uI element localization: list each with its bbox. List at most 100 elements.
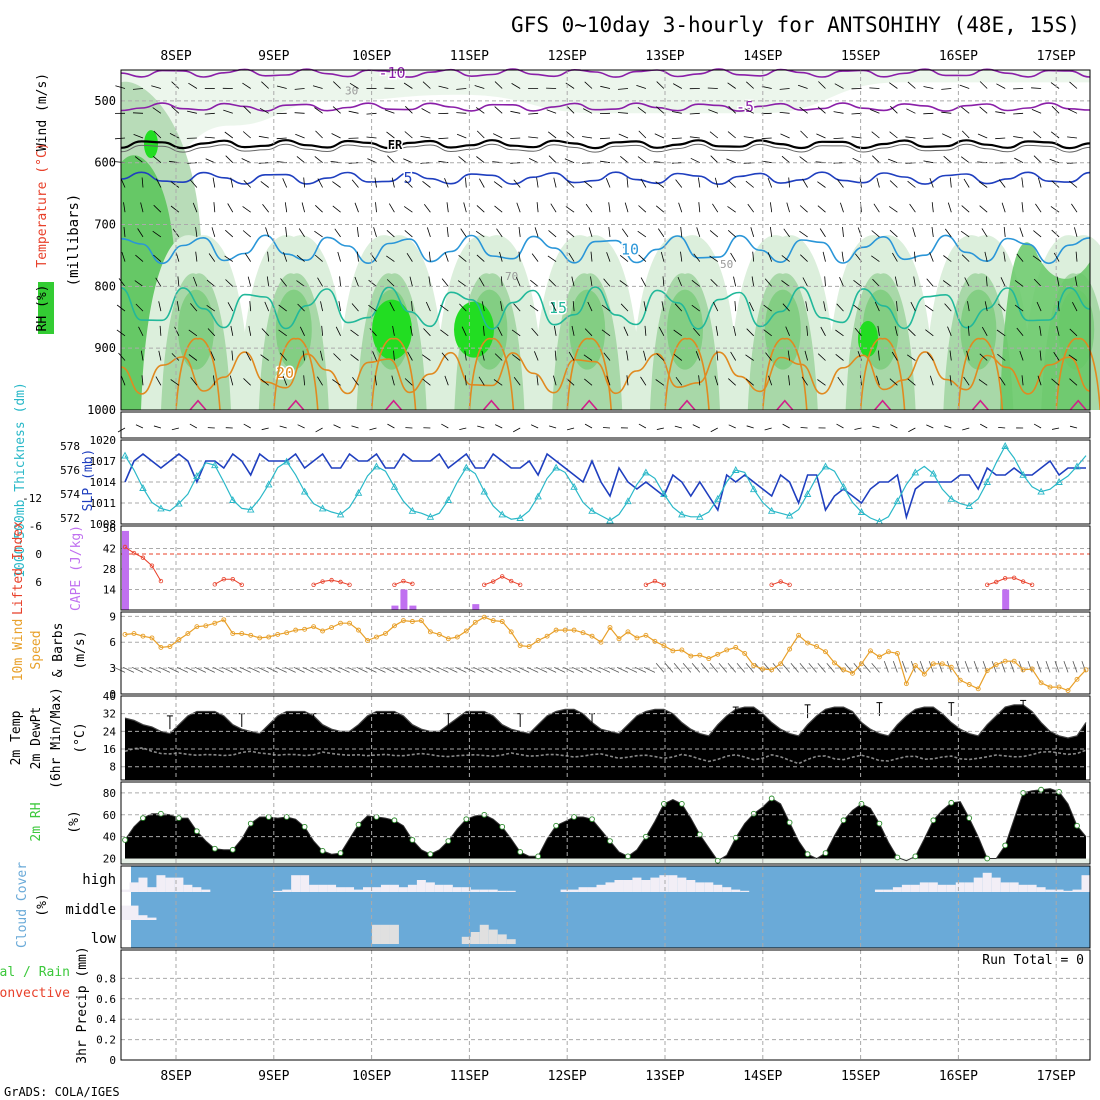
cape-tick-label: 42 xyxy=(103,543,116,556)
lifted-index-marker xyxy=(652,578,658,584)
upper-wind-barb xyxy=(1019,227,1024,238)
pressure-axis-label: (millibars) xyxy=(66,194,82,287)
cloud-high-bar xyxy=(973,877,983,892)
upper-wind-barb xyxy=(1056,326,1060,336)
upper-wind-barb xyxy=(743,136,754,139)
cape-bar xyxy=(400,589,408,610)
upper-wind-barb xyxy=(225,279,234,287)
rh-marker xyxy=(517,849,524,855)
wind-speed-marker xyxy=(715,651,721,657)
upper-wind-barb xyxy=(303,375,305,386)
surface-wind-barb xyxy=(530,424,539,429)
cloud-low-bar xyxy=(470,932,480,944)
temp-axis-label-d: (°C) xyxy=(73,722,88,753)
upper-wind-barb xyxy=(984,301,988,312)
rh-band-upper xyxy=(121,70,1090,188)
wind10m-barb xyxy=(122,666,135,673)
wind10m-barb xyxy=(607,666,620,673)
cloud-axis-label-b: (%) xyxy=(35,893,50,916)
temp-tick-label: 32 xyxy=(103,708,116,721)
surface-wind-barb xyxy=(836,423,844,429)
upper-wind-barb xyxy=(822,251,826,262)
upper-wind-barb xyxy=(995,137,1006,140)
upper-wind-barb xyxy=(1001,202,1006,213)
upper-wind-barb xyxy=(818,81,826,89)
wind10m-barb xyxy=(509,666,521,673)
lifted-index-marker xyxy=(482,582,487,587)
cloud-high-bar xyxy=(407,884,417,892)
wind10m-barb xyxy=(203,666,215,673)
cloud-high-bar xyxy=(937,884,947,892)
hot-loop xyxy=(776,399,794,411)
cloud-high-bar xyxy=(695,882,705,892)
upper-wind-barb xyxy=(458,156,467,164)
rh-marker xyxy=(912,853,919,860)
upper-wind-barb xyxy=(264,301,270,312)
top-date-label: 10SEP xyxy=(352,49,391,64)
temp-tick-label: 8 xyxy=(109,761,116,774)
cloud-layer-label: high xyxy=(82,872,116,888)
thickness-marker xyxy=(767,506,776,514)
upper-wind-barb xyxy=(1051,378,1060,386)
upper-wind-barb xyxy=(874,301,880,312)
upper-wind-barb xyxy=(891,351,898,361)
surface-wind-barb xyxy=(1069,425,1078,429)
cloud-high-bar xyxy=(389,884,399,892)
upper-wind-barb xyxy=(779,88,790,90)
upper-wind-barb xyxy=(230,325,234,336)
upper-wind-barb xyxy=(620,303,629,312)
upper-wind-barb xyxy=(155,376,162,386)
profile-frame xyxy=(120,69,1091,411)
wind10m-barb xyxy=(158,666,171,673)
upper-wind-barb xyxy=(923,112,934,115)
cloud-high-bar xyxy=(488,889,498,892)
cloud-high-bar xyxy=(174,877,184,892)
wind-speed-marker xyxy=(329,625,335,630)
pressure-tick-label: 1000 xyxy=(87,403,116,417)
upper-wind-barb xyxy=(388,203,395,213)
warm-loop xyxy=(859,337,906,411)
pressure-tick-label: 600 xyxy=(94,156,116,170)
upper-wind-barb xyxy=(888,206,898,213)
upper-wind-barb xyxy=(393,350,395,361)
upper-wind-barb xyxy=(245,351,252,361)
thickness-tick-label: 578 xyxy=(60,440,80,453)
upper-wind-barb xyxy=(1069,328,1078,337)
upper-wind-barb xyxy=(516,276,521,287)
warm-loop xyxy=(175,337,221,411)
upper-wind-barb xyxy=(118,352,126,361)
upper-wind-barb xyxy=(752,251,755,262)
upper-wind-barb xyxy=(301,202,305,213)
upper-wind-barb xyxy=(907,378,916,386)
wind-speed-marker xyxy=(796,632,802,638)
upper-wind-barb xyxy=(421,354,431,361)
upper-wind-barb xyxy=(294,112,305,114)
wind10m-barb xyxy=(167,666,180,673)
cloud-high-bar xyxy=(659,875,669,892)
upper-wind-barb xyxy=(438,85,449,89)
lifted-index-marker xyxy=(212,582,218,587)
upper-wind-barb xyxy=(187,110,197,114)
upper-wind-barb xyxy=(366,136,377,139)
upper-wind-barb xyxy=(733,326,737,336)
upper-wind-barb xyxy=(787,350,790,361)
surface-wind-barb xyxy=(674,425,682,429)
upper-wind-barb xyxy=(833,111,844,114)
surface-wind-barb xyxy=(243,423,251,429)
wind-speed-marker xyxy=(724,647,730,653)
upper-wind-barb xyxy=(224,131,234,139)
upper-wind-barb xyxy=(331,133,341,139)
wind10m-barb xyxy=(682,662,692,673)
upper-wind-barb xyxy=(384,109,395,114)
upper-wind-barb xyxy=(839,277,844,287)
upper-wind-barb xyxy=(617,112,629,114)
cape-frame xyxy=(120,525,1091,611)
cloud-high-bar xyxy=(416,880,426,892)
upper-wind-barb xyxy=(247,276,252,287)
upper-wind-barb xyxy=(441,352,449,361)
wind-speed-marker xyxy=(634,635,640,641)
upper-wind-barb xyxy=(242,131,251,139)
cloud-high-bar xyxy=(686,880,696,892)
upper-wind-barb xyxy=(816,133,826,139)
upper-wind-barb xyxy=(320,350,323,361)
